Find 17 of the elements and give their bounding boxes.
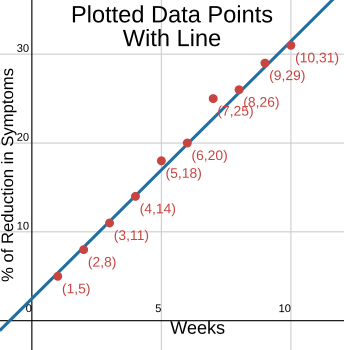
text: Plotted Data Points With Line xyxy=(72,5,272,46)
x-tick-label: 5 xyxy=(156,304,161,312)
y-tick-label: 20 xyxy=(17,132,29,141)
x-axis-title: Weeks xyxy=(170,320,224,334)
annotation: (1,5) xyxy=(62,283,90,296)
annotation: (6,20) xyxy=(192,150,227,163)
annotation: (2,8) xyxy=(88,256,116,270)
y-tick-label: 30 xyxy=(17,44,29,52)
annotation: (3,11) xyxy=(114,230,148,243)
annotation: (5,18) xyxy=(166,168,201,181)
annotation: (9,29) xyxy=(270,70,305,83)
annotation: (4,14) xyxy=(140,203,176,216)
annotation: (10,31) xyxy=(296,52,338,66)
x-tick-label: 0 xyxy=(26,304,32,312)
y-axis-title: % of Reduction in Symptoms xyxy=(1,68,17,282)
y-tick-label: 10 xyxy=(18,222,29,230)
x-tick-label: 10 xyxy=(279,304,290,312)
